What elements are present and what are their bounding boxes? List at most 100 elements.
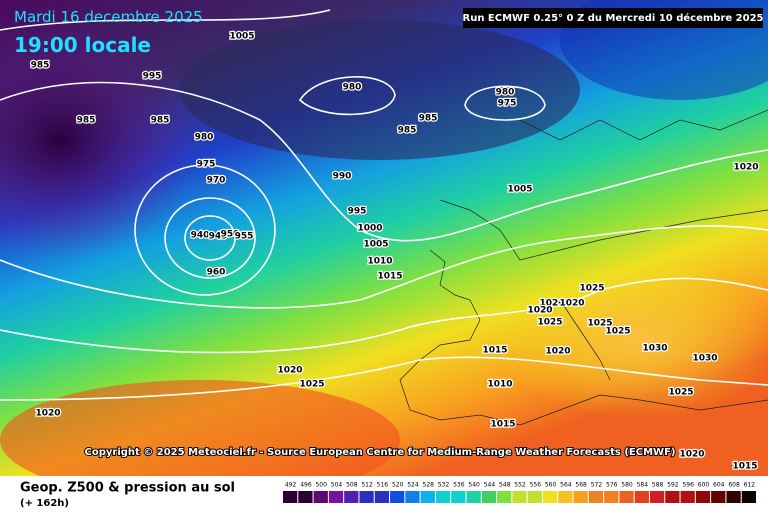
scale-swatch <box>604 491 619 503</box>
isobar-label: 985 <box>151 116 170 126</box>
isobar-label: 1005 <box>229 32 254 42</box>
isobar-label: 1025 <box>299 380 324 390</box>
coastlines <box>399 109 768 426</box>
scale-label: 512 <box>361 482 373 489</box>
isobar-label: 985 <box>31 61 50 71</box>
scale-swatch <box>711 491 726 503</box>
isobar-label: 980 <box>496 88 515 98</box>
date: Mardi 16 decembre 2025 <box>14 8 203 26</box>
scale-label: 528 <box>423 482 435 489</box>
scale-label: 588 <box>652 482 664 489</box>
scale-label: 496 <box>300 482 312 489</box>
isobar-label: 985 <box>398 126 417 136</box>
scale-label: 560 <box>545 482 557 489</box>
isobar-label: 1025 <box>668 388 693 398</box>
isobar-label: 1025 <box>605 327 630 337</box>
scale-swatch <box>665 491 680 503</box>
scale-label: 556 <box>530 482 542 489</box>
isobar-label: 975 <box>197 160 216 170</box>
scale-label: 524 <box>407 482 419 489</box>
local-time: 19:00 locale <box>14 33 151 57</box>
scale-swatch <box>466 491 481 503</box>
scale-swatch <box>726 491 741 503</box>
scale-label: 544 <box>484 482 496 489</box>
scale-swatch <box>435 491 451 503</box>
isobar-label: 1010 <box>367 257 392 267</box>
warm-area <box>0 380 400 500</box>
scale-swatch <box>298 491 313 503</box>
isobar-label: 1030 <box>642 344 667 354</box>
scale-label: 592 <box>667 482 679 489</box>
isobar-label: 1015 <box>482 346 507 356</box>
isobar-label: 990 <box>333 172 352 182</box>
isobar-label: 1025 <box>579 284 604 294</box>
scale-swatch <box>497 491 512 503</box>
scale-label: 584 <box>637 482 649 489</box>
scale-swatch <box>680 491 695 503</box>
scale-label: 608 <box>728 482 740 489</box>
high-area <box>500 260 768 420</box>
low-area <box>180 20 580 160</box>
isobar-label: 1005 <box>507 185 532 195</box>
isobar-label: 1020 <box>277 366 302 376</box>
scale-label: 532 <box>438 482 450 489</box>
scale-swatch <box>359 491 374 503</box>
scale-swatch <box>390 491 405 503</box>
scale-label: 540 <box>468 482 480 489</box>
isobar-label: 985 <box>419 114 438 124</box>
isobar-label: 1015 <box>377 272 402 282</box>
scale-label: 596 <box>682 482 694 489</box>
scale-label: 504 <box>331 482 343 489</box>
scale-label: 516 <box>377 482 389 489</box>
scale-label: 568 <box>575 482 587 489</box>
isobar-label: 1015 <box>732 462 757 472</box>
isobar-label: 1010 <box>487 380 512 390</box>
scale-swatch <box>741 491 756 503</box>
scale-swatch <box>420 491 435 503</box>
scale-swatch <box>481 491 497 503</box>
scale-label: 548 <box>499 482 511 489</box>
scale-swatch <box>573 491 588 503</box>
low-area <box>0 20 200 260</box>
isobar-label: 1005 <box>363 240 388 250</box>
isobar-label: 1020 <box>35 409 60 419</box>
scale-swatch <box>405 491 420 503</box>
scale-label: 572 <box>591 482 603 489</box>
scale-label: 580 <box>621 482 633 489</box>
scale-swatch <box>542 491 558 503</box>
isobar-label: 940 <box>191 231 210 241</box>
scale-swatch <box>451 491 466 503</box>
isobar-label: 975 <box>498 99 517 109</box>
color-scale: 492 496 500 504 508 512 516 520 524 528 532 536 540 5… <box>283 482 756 503</box>
isobar-label: 1030 <box>692 354 717 364</box>
isobar-label: 995 <box>143 72 162 82</box>
footer-title: Geop. Z500 & pression au sol <box>20 481 235 496</box>
forecast-lead: (+ 162h) <box>20 498 69 509</box>
isobar-label: 970 <box>207 176 226 186</box>
isobar-label: 960 <box>207 268 226 278</box>
scale-swatch <box>634 491 649 503</box>
scale-swatch <box>328 491 344 503</box>
isobar-label: 945 <box>209 232 228 242</box>
scale-swatch <box>527 491 542 503</box>
isobar-label: 950 <box>221 230 240 240</box>
scale-swatch <box>649 491 665 503</box>
copyright: Copyright © 2025 Meteociel.fr - Source E… <box>85 447 676 458</box>
scale-swatch <box>313 491 328 503</box>
isobar-label: 1020 <box>733 163 758 173</box>
scale-label: 612 <box>744 482 756 489</box>
isobar-label: 980 <box>195 133 214 143</box>
isobar-label: 1020 <box>559 299 584 309</box>
scale-swatch <box>374 491 390 503</box>
scale-swatch <box>344 491 359 503</box>
scale-label: 508 <box>346 482 358 489</box>
isobar-label: 1020 <box>539 299 564 309</box>
scale-swatch <box>619 491 634 503</box>
scale-swatch <box>512 491 527 503</box>
scale-label: 552 <box>514 482 526 489</box>
isobar-label: 1020 <box>679 450 704 460</box>
scale-label: 604 <box>713 482 725 489</box>
